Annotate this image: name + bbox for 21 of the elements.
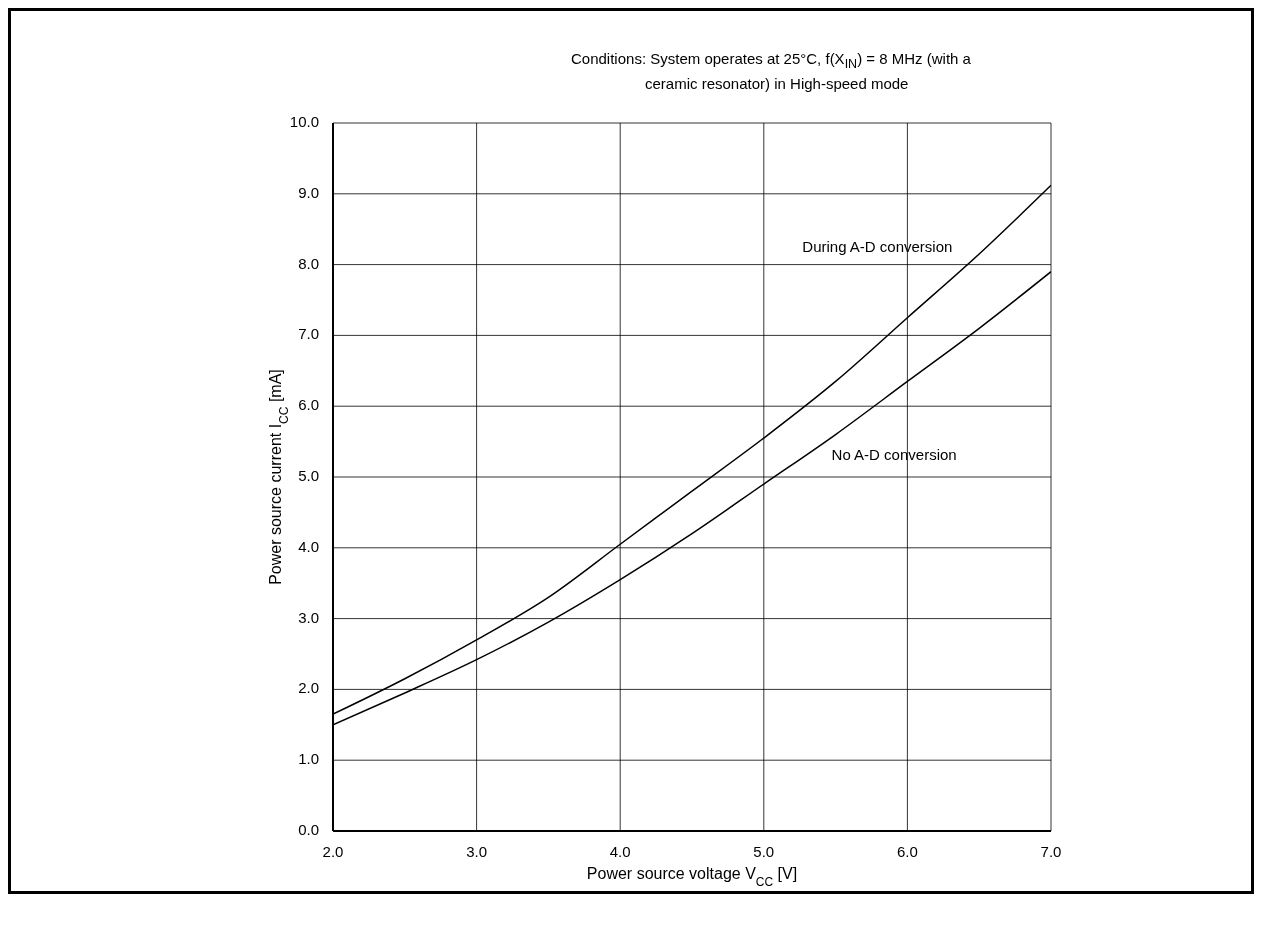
y-tick-label: 0.0 xyxy=(298,820,319,838)
y-tick-label: 1.0 xyxy=(298,750,319,768)
y-tick-label: 10.0 xyxy=(289,112,319,130)
x-tick-label: 7.0 xyxy=(1040,842,1062,860)
line-series xyxy=(333,184,1051,715)
x-axis-title: Power source voltage V$_{CC}$ [V] xyxy=(586,865,798,889)
y-tick-label: 2.0 xyxy=(298,679,319,697)
x-tick-label: 4.0 xyxy=(609,842,631,860)
y-tick-label: 8.0 xyxy=(298,254,319,272)
y-tick-label: 9.0 xyxy=(298,183,319,201)
y-tick-label: 3.0 xyxy=(298,608,319,626)
x-tick-label: 2.0 xyxy=(322,842,344,860)
x-tick-label: 3.0 xyxy=(466,842,488,860)
y-tick-label: 5.0 xyxy=(298,466,319,484)
y-tick-label: 7.0 xyxy=(298,325,319,343)
x-tick-label: 5.0 xyxy=(753,842,775,860)
chart-title: Conditions: System operates at 25°C, f(X$_{IN}$) = 8 MHz (with a ceramic resonator) in High-speed mode xyxy=(571,49,972,94)
x-tick-label: 6.0 xyxy=(896,842,918,860)
y-tick-label: 6.0 xyxy=(298,396,319,414)
y-tick-label: 4.0 xyxy=(298,537,319,555)
line-series xyxy=(333,270,1051,726)
